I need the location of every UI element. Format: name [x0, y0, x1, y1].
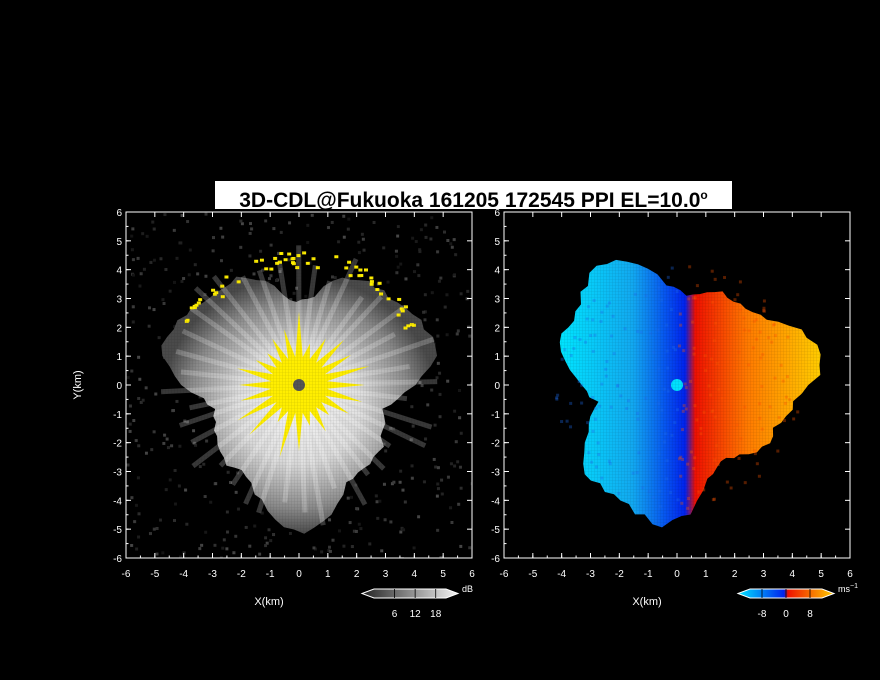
y-axis-label: Y(km): [72, 370, 84, 399]
range-grid: [504, 212, 850, 558]
colorbar-body: [360, 588, 460, 599]
chart-title: 3D-CDL@Fukuoka 161205 172545 PPI EL=10.0…: [215, 181, 732, 212]
x-tick-label: -3: [586, 569, 595, 580]
x-axis-label: X(km): [632, 596, 661, 608]
x-tick-label: 1: [325, 569, 331, 580]
y-tick-label: -4: [113, 496, 122, 507]
x-tick-label: 4: [790, 569, 796, 580]
x-tick-label: -6: [500, 569, 509, 580]
colorbar-tick-label: 18: [430, 609, 442, 620]
x-tick-label: 0: [296, 569, 302, 580]
colorbar-unit: dB: [462, 584, 473, 594]
y-tick-label: -3: [113, 468, 122, 479]
y-tick-label: 0: [116, 381, 122, 392]
colorbar-tick-label: 8: [807, 609, 813, 620]
x-tick-label: 4: [412, 569, 418, 580]
colorbar-unit: ms−1: [838, 583, 858, 594]
y-tick-label: -5: [113, 525, 122, 536]
x-tick-label: -5: [150, 569, 159, 580]
y-tick-label: 4: [494, 266, 500, 277]
y-tick-label: 5: [116, 237, 122, 248]
plot-area: [126, 212, 472, 558]
axis-ticks: -6 -5 -4 -3 -2 -1 0 1 2 3 4 5 6 -6 -5 -4 -3 -2 -1 0 1 2 3 4 5 6: [491, 208, 853, 580]
x-tick-label: -4: [557, 569, 566, 580]
y-tick-label: -2: [113, 439, 122, 450]
x-tick-label: 6: [469, 569, 475, 580]
x-tick-label: -6: [122, 569, 131, 580]
y-tick-label: -6: [113, 554, 122, 565]
y-tick-label: -1: [113, 410, 122, 421]
reflectivity-panel: -6 -5 -4 -3 -2 -1 0 1 2 3 4 5 6 -6 -5 -4 -3 -2 -1 0 1 2 3 4 5 6 X(…: [72, 208, 475, 608]
colorbar-tick-label: 0: [783, 609, 789, 620]
x-tick-label: -2: [237, 569, 246, 580]
x-tick-label: 5: [440, 569, 446, 580]
y-tick-label: 2: [494, 323, 500, 334]
x-tick-label: -5: [528, 569, 537, 580]
y-tick-label: -3: [491, 468, 500, 479]
x-axis-label: X(km): [254, 596, 283, 608]
colorbar-tick-label: -8: [758, 609, 767, 620]
y-tick-label: -6: [491, 554, 500, 565]
colorbar-tick-label: 6: [392, 609, 398, 620]
y-tick-label: 3: [116, 295, 122, 306]
y-tick-label: 4: [116, 266, 122, 277]
velocity-panel: -6 -5 -4 -3 -2 -1 0 1 2 3 4 5 6 -6 -5 -4 -3 -2 -1 0 1 2 3 4 5 6 X(…: [491, 208, 853, 608]
x-tick-label: 3: [383, 569, 389, 580]
y-tick-label: 1: [116, 352, 122, 363]
y-tick-label: 3: [494, 295, 500, 306]
axis-ticks: -6 -5 -4 -3 -2 -1 0 1 2 3 4 5 6 -6 -5 -4 -3 -2 -1 0 1 2 3 4 5 6: [113, 208, 475, 580]
y-tick-label: -4: [491, 496, 500, 507]
x-tick-label: 0: [674, 569, 680, 580]
y-tick-label: 2: [116, 323, 122, 334]
y-tick-label: 6: [116, 208, 122, 219]
x-tick-label: -2: [615, 569, 624, 580]
x-tick-label: -3: [208, 569, 217, 580]
y-tick-label: 1: [494, 352, 500, 363]
x-tick-label: 3: [761, 569, 767, 580]
y-tick-label: 0: [494, 381, 500, 392]
range-grid: [126, 212, 472, 558]
reflectivity-colorbar: 6 12 18 dB: [360, 584, 473, 620]
x-tick-label: 1: [703, 569, 709, 580]
velocity-colorbar: -8 0 8 ms−1: [736, 583, 858, 620]
y-tick-label: 5: [494, 237, 500, 248]
x-tick-label: -4: [179, 569, 188, 580]
y-tick-label: -5: [491, 525, 500, 536]
x-tick-label: 5: [818, 569, 824, 580]
degree-symbol: o: [700, 188, 708, 202]
x-tick-label: -1: [644, 569, 653, 580]
x-tick-label: 2: [354, 569, 360, 580]
colorbar-tick-label: 12: [410, 609, 422, 620]
x-tick-label: 6: [847, 569, 853, 580]
chart-title-text: 3D-CDL@Fukuoka 161205 172545 PPI EL=10.0: [239, 189, 701, 212]
x-tick-label: -1: [266, 569, 275, 580]
plot-area: [504, 212, 850, 558]
x-tick-label: 2: [732, 569, 738, 580]
y-tick-label: -1: [491, 410, 500, 421]
colorbar-unit-exponent: −1: [850, 583, 858, 590]
y-tick-label: 6: [494, 208, 500, 219]
y-tick-label: -2: [491, 439, 500, 450]
